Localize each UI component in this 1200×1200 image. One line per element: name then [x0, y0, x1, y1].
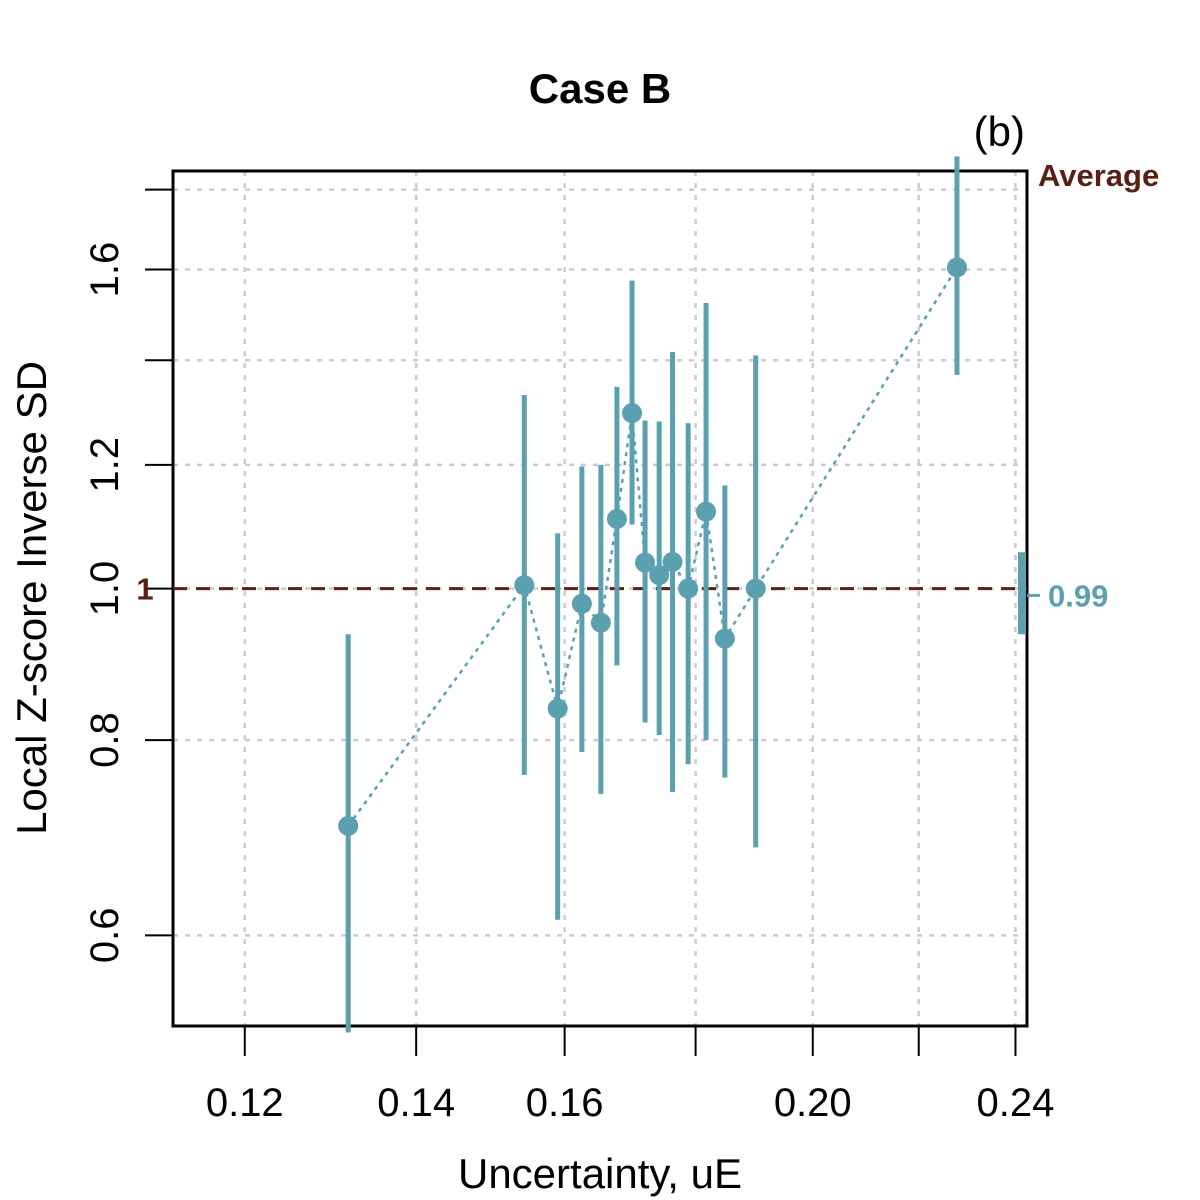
data-point	[622, 403, 643, 424]
data-point	[649, 565, 670, 586]
panel-label: (b)	[974, 108, 1025, 155]
data-point	[590, 612, 611, 633]
y-tick-label: 1.2	[83, 437, 127, 493]
x-tick-label: 0.14	[377, 1081, 455, 1125]
reference-line-label: 1	[136, 572, 153, 607]
data-point	[606, 508, 627, 529]
y-tick-label: 0.6	[83, 908, 127, 964]
data-point	[696, 501, 717, 522]
plot-frame	[171, 169, 1029, 1028]
average-group: 0.99	[1018, 552, 1108, 635]
x-axis-label: Uncertainty, uE	[458, 1150, 742, 1197]
data-point	[514, 575, 535, 596]
x-tick-label: 0.12	[206, 1081, 284, 1125]
data-point	[946, 257, 967, 278]
data-point	[547, 698, 568, 719]
data-point	[571, 593, 592, 614]
x-tick-label: 0.20	[774, 1081, 852, 1125]
data-marks	[338, 156, 967, 1033]
y-tick-label: 1.0	[83, 561, 127, 617]
series-line	[347, 266, 959, 827]
y-axis-label: Local Z-score Inverse SD	[8, 361, 55, 835]
average-label: Average	[1038, 158, 1159, 193]
y-tick-label: 0.8	[83, 712, 127, 768]
chart-title: Case B	[529, 65, 671, 112]
x-tick-label: 0.24	[977, 1081, 1055, 1125]
data-point	[662, 551, 683, 572]
data-point	[745, 578, 766, 599]
data-point	[338, 815, 359, 836]
average-value-label: 0.99	[1048, 578, 1108, 613]
data-point	[635, 552, 656, 573]
grid	[173, 171, 1027, 1026]
data-point	[714, 628, 735, 649]
axes: 0.12 0.14 0.16 0.20 0.24 0.6 0.8 1.0 1.2 1.6	[83, 169, 1055, 1125]
data-point	[678, 578, 699, 599]
x-tick-label: 0.16	[526, 1081, 604, 1125]
y-tick-label: 1.6	[83, 242, 127, 298]
